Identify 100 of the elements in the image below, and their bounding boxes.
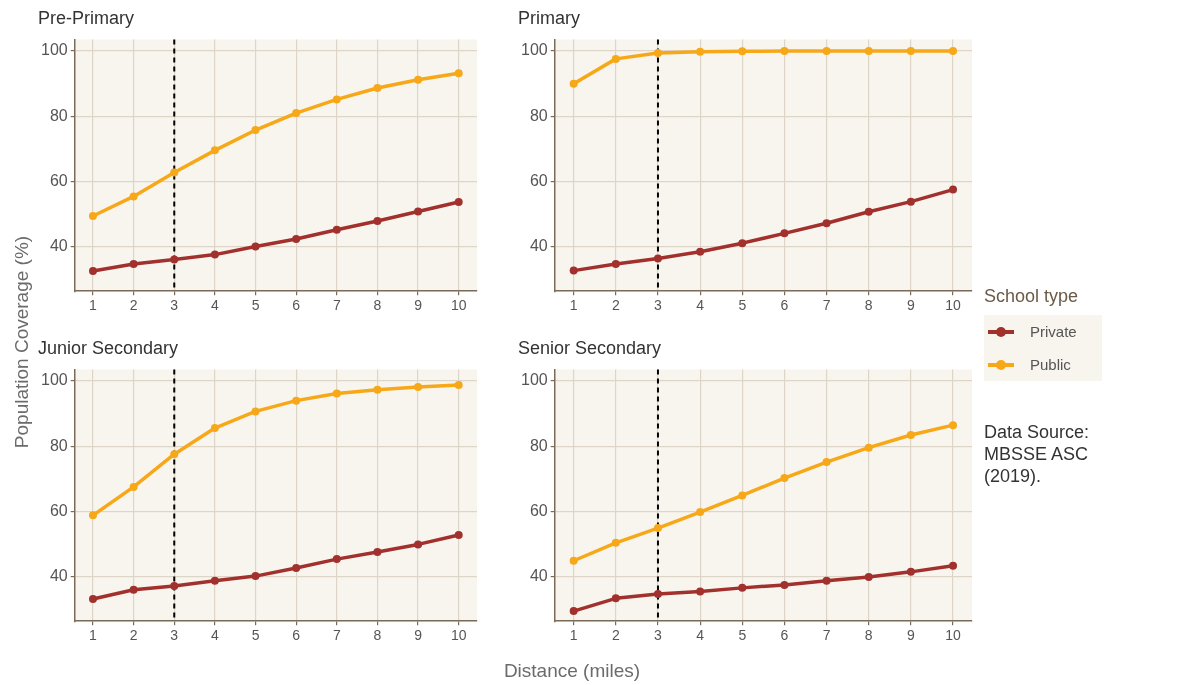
point bbox=[696, 47, 705, 56]
x-tick-label: 7 bbox=[822, 297, 831, 314]
x-tick-label: 7 bbox=[332, 297, 341, 314]
point bbox=[454, 198, 463, 206]
point bbox=[949, 561, 958, 570]
point bbox=[129, 585, 138, 594]
point bbox=[864, 573, 873, 582]
x-tick-label: 6 bbox=[780, 297, 789, 314]
x-tick-label: 1 bbox=[569, 627, 578, 644]
point bbox=[292, 396, 301, 405]
x-tick-label: 3 bbox=[170, 297, 179, 314]
point bbox=[906, 430, 915, 439]
x-tick-label: 9 bbox=[414, 297, 423, 314]
point bbox=[738, 491, 747, 500]
x-tick-label: 2 bbox=[611, 627, 620, 644]
point bbox=[696, 587, 705, 596]
x-tick-label: 8 bbox=[864, 297, 873, 314]
point bbox=[251, 407, 260, 416]
point bbox=[611, 538, 620, 547]
x-axis-title: Distance (miles) bbox=[503, 660, 641, 682]
legend-title: School type bbox=[984, 286, 1080, 307]
point bbox=[780, 47, 789, 56]
x-tick-label: 9 bbox=[414, 627, 423, 644]
y-tick-label: 100 bbox=[40, 371, 68, 389]
point bbox=[454, 530, 463, 539]
point bbox=[569, 607, 578, 616]
x-tick-label: 5 bbox=[738, 297, 747, 314]
point bbox=[292, 563, 301, 572]
point bbox=[332, 555, 341, 564]
y-tick-label: 60 bbox=[49, 502, 68, 520]
source-note: Data Source: MBSSE ASC (2019). bbox=[984, 421, 1091, 487]
point bbox=[88, 266, 97, 275]
point bbox=[611, 54, 620, 63]
point bbox=[653, 590, 662, 599]
point bbox=[210, 146, 219, 155]
point bbox=[569, 266, 578, 275]
y-tick-label: 100 bbox=[520, 41, 548, 59]
y-tick-label: 60 bbox=[529, 172, 548, 190]
point bbox=[332, 225, 341, 234]
point bbox=[822, 219, 831, 228]
x-tick-label: 10 bbox=[450, 627, 467, 644]
point bbox=[170, 450, 179, 459]
point bbox=[822, 458, 831, 467]
point bbox=[332, 389, 341, 398]
point bbox=[864, 207, 873, 216]
point bbox=[88, 212, 97, 221]
point bbox=[696, 247, 705, 256]
point bbox=[373, 385, 382, 394]
x-tick-label: 5 bbox=[738, 627, 747, 644]
point bbox=[88, 594, 97, 603]
x-tick-label: 1 bbox=[89, 627, 98, 644]
point bbox=[780, 580, 789, 589]
x-tick-label: 5 bbox=[251, 627, 260, 644]
point bbox=[906, 567, 915, 576]
point bbox=[454, 380, 463, 389]
x-tick-label: 6 bbox=[292, 297, 301, 314]
y-tick-label: 40 bbox=[49, 567, 68, 585]
y-tick-label: 60 bbox=[529, 502, 548, 520]
x-tick-label: 9 bbox=[906, 627, 915, 644]
x-tick-label: 8 bbox=[864, 627, 873, 644]
point bbox=[129, 260, 138, 269]
point bbox=[906, 47, 915, 56]
point bbox=[949, 185, 958, 194]
point bbox=[696, 508, 705, 517]
legend-label: Private bbox=[1030, 323, 1077, 340]
point bbox=[332, 95, 341, 104]
chart-title: Pre-Primary bbox=[38, 7, 135, 28]
point bbox=[738, 47, 747, 56]
point bbox=[170, 255, 179, 264]
point bbox=[292, 109, 301, 118]
y-tick-label: 100 bbox=[520, 371, 548, 389]
x-tick-label: 10 bbox=[450, 297, 467, 314]
point bbox=[738, 239, 747, 248]
x-tick-label: 4 bbox=[696, 297, 705, 314]
point bbox=[414, 207, 423, 216]
x-tick-label: 2 bbox=[129, 297, 138, 314]
point bbox=[251, 126, 260, 135]
x-tick-label: 10 bbox=[945, 627, 962, 644]
x-tick-label: 9 bbox=[906, 297, 915, 314]
x-tick-label: 6 bbox=[780, 627, 789, 644]
point bbox=[373, 216, 382, 225]
point bbox=[210, 250, 219, 259]
point bbox=[292, 234, 301, 243]
point bbox=[414, 75, 423, 84]
legend-label: Public bbox=[1030, 356, 1071, 373]
x-tick-label: 7 bbox=[332, 627, 341, 644]
point bbox=[251, 572, 260, 581]
x-tick-label: 5 bbox=[251, 297, 260, 314]
point bbox=[611, 594, 620, 603]
x-tick-label: 3 bbox=[170, 627, 179, 644]
y-tick-label: 80 bbox=[49, 436, 68, 454]
y-tick-label: 40 bbox=[529, 237, 548, 255]
x-tick-label: 4 bbox=[210, 297, 219, 314]
point bbox=[864, 47, 873, 56]
point bbox=[864, 443, 873, 452]
point bbox=[210, 424, 219, 433]
x-tick-label: 4 bbox=[210, 627, 219, 644]
x-tick-label: 7 bbox=[822, 627, 831, 644]
point bbox=[738, 583, 747, 592]
x-tick-label: 6 bbox=[292, 627, 301, 644]
